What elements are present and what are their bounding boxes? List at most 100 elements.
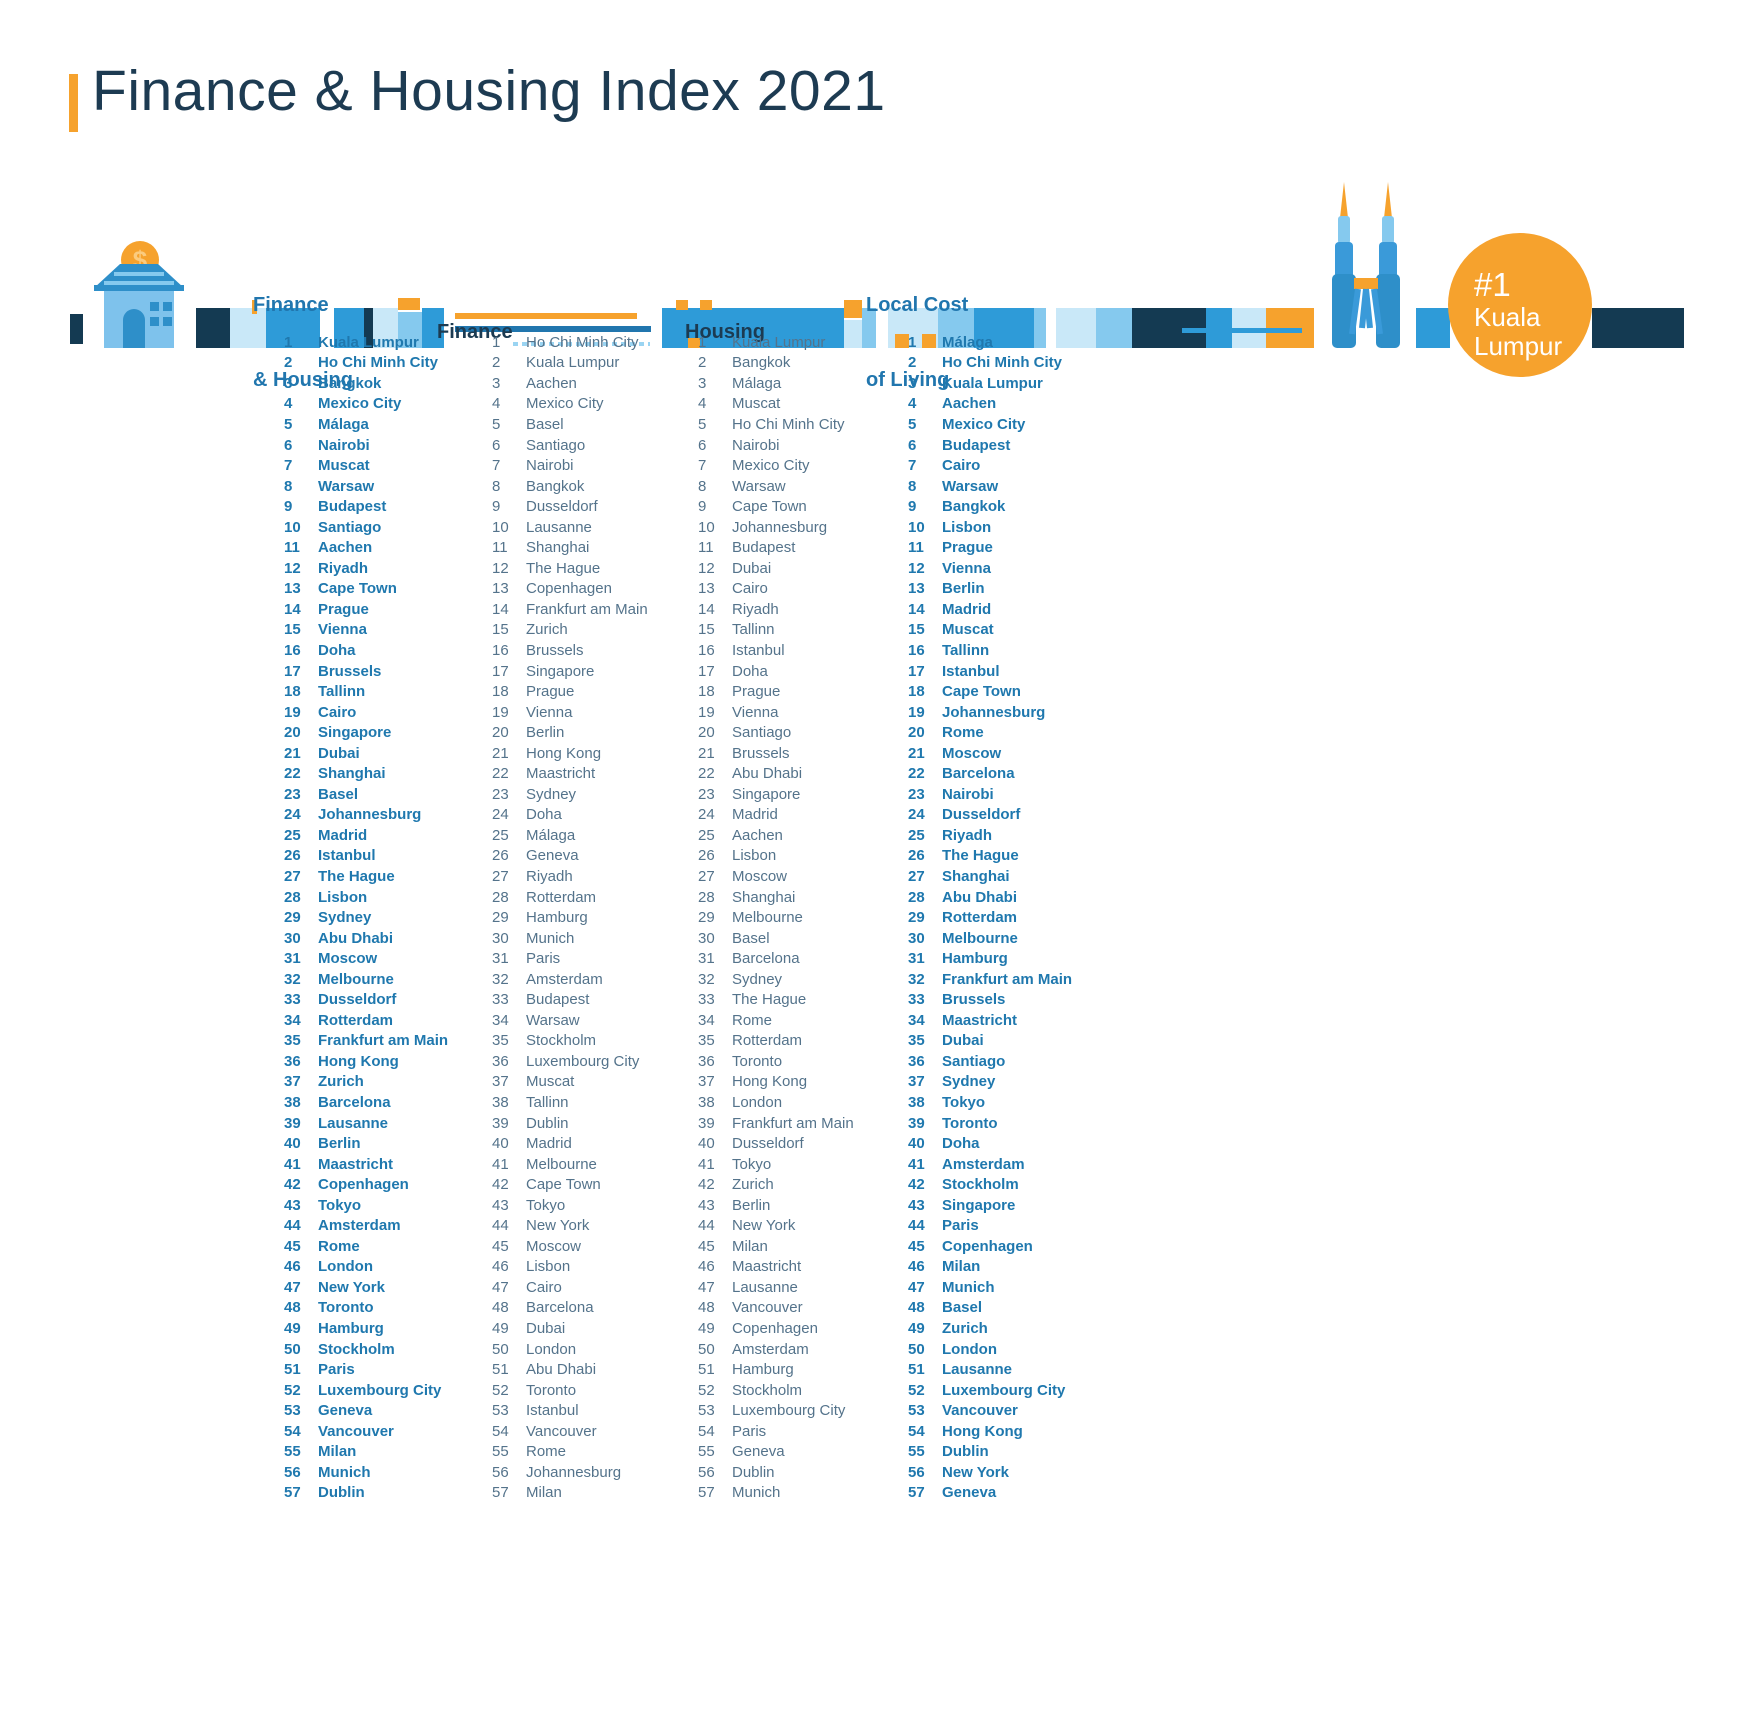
rank-row: 4 Mexico City [492,394,692,415]
rank-number: 43 [698,1196,715,1214]
rank-row: 16 Tallinn [908,640,1108,661]
rank-row: 41 Tokyo [698,1154,898,1175]
city-name: Hong Kong [732,1073,808,1091]
rank-row: 3 Málaga [698,373,898,394]
city-name: London [942,1340,997,1358]
city-name: Prague [732,683,781,701]
rank-number: 27 [908,867,925,885]
rank-number: 39 [698,1114,715,1132]
rank-row: 18 Prague [698,681,898,702]
rank-number: 37 [908,1073,925,1091]
rank-number: 45 [492,1237,509,1255]
rank-number: 16 [492,641,509,659]
city-name: Sydney [318,909,372,927]
rank-row: 15 Tallinn [698,620,898,641]
rank-number: 20 [698,724,715,742]
rank-row: 25 Málaga [492,825,692,846]
rank-row: 55 Milan [284,1442,484,1463]
city-name: Nairobi [942,785,994,803]
rank-row: 36 Hong Kong [284,1051,484,1072]
rank-row: 33 Budapest [492,990,692,1011]
city-name: Riyadh [526,867,573,885]
rank-row: 8 Warsaw [698,476,898,497]
city-name: Toronto [526,1381,577,1399]
rank-row: 18 Tallinn [284,681,484,702]
city-name: Doha [942,1135,980,1153]
rank-row: 33 Dusseldorf [284,990,484,1011]
rank-number: 38 [698,1094,715,1111]
rank-row: 2 Ho Chi Minh City [908,353,1108,374]
rank-row: 41 Melbourne [492,1154,692,1175]
rank-row: 26 Lisbon [698,846,898,867]
rank-row: 48 Vancouver [698,1298,898,1319]
city-name: Cairo [732,580,768,598]
rank-row: 36 Luxembourg City [492,1051,692,1072]
city-name: Copenhagen [318,1176,409,1194]
rank-number: 12 [908,559,925,577]
city-name: Vienna [732,703,779,721]
rank-number: 28 [698,888,715,906]
city-name: Aachen [942,395,997,413]
city-name: Vienna [318,621,367,639]
rank-row: 47 New York [284,1277,484,1298]
rank-row: 20 Singapore [284,722,484,743]
ranking-column-finance-housing: 1 Kuala Lumpur 2 Ho Chi Minh City 3 Bangkok 4 M… [284,332,484,1503]
rank-number: 49 [908,1320,925,1338]
city-name: Stockholm [942,1176,1019,1194]
rank-row: 54 Hong Kong [908,1421,1108,1442]
header-line: Housing [685,321,765,343]
skyline-block [938,308,974,348]
rank-row: 31 Hamburg [908,948,1108,969]
rank-number: 7 [908,457,917,475]
rank-number: 32 [908,970,925,988]
column-header-local-cost-of-living: Local Cost of Living [866,243,968,443]
rank-row: 55 Rome [492,1442,692,1463]
rank-number: 37 [284,1073,301,1091]
city-name: Melbourne [942,929,1018,947]
page-title: Finance & Housing Index 2021 [92,59,886,123]
city-name: Cairo [526,1278,562,1296]
city-name: Mexico City [318,395,402,413]
rank-number: 13 [908,580,925,598]
city-name: Lausanne [732,1278,798,1296]
city-name: Luxembourg City [318,1381,442,1399]
city-name: Rotterdam [526,888,597,906]
rank-row: 36 Toronto [698,1051,898,1072]
city-name: Vancouver [526,1422,597,1440]
city-name: Aachen [526,374,577,392]
city-name: Kuala Lumpur [318,333,419,351]
city-name: New York [732,1217,796,1235]
rank-row: 37 Hong Kong [698,1072,898,1093]
rank-row: 49 Hamburg [284,1318,484,1339]
city-name: Muscat [732,395,781,413]
ranking-column-finance: 1 Ho Chi Minh City 2 Kuala Lumpur 3 Aachen 4 Me… [492,332,692,1503]
rank-number: 56 [908,1463,925,1481]
rank-number: 11 [908,539,924,557]
skyline-block [398,312,422,348]
city-name: Brussels [732,744,790,762]
city-name: Moscow [318,950,378,968]
header-line: & Housing [253,369,353,391]
rank-number: 1 [284,333,293,351]
rank-number: 3 [908,374,917,392]
rank-row: 9 Bangkok [908,496,1108,517]
rank-number: 25 [284,826,301,844]
finance-underline-orange [455,313,637,319]
rank-number: 29 [698,909,715,927]
city-name: Tokyo [526,1196,566,1214]
city-name: Paris [732,1422,767,1440]
skyline-block [922,334,936,348]
rank-row: 43 Tokyo [284,1195,484,1216]
rank-number: 26 [908,847,925,865]
skyline-block [266,308,320,348]
rank-number: 12 [698,559,715,577]
skyline-band [0,298,1754,348]
rank-number: 52 [284,1381,301,1399]
city-name: Luxembourg City [526,1052,640,1070]
rank-row: 34 Maastricht [908,1010,1108,1031]
rank-number: 48 [908,1299,925,1317]
skyline-block [844,300,862,318]
city-name: London [318,1258,373,1276]
rank-number: 44 [284,1217,301,1235]
city-name: Budapest [526,991,590,1009]
